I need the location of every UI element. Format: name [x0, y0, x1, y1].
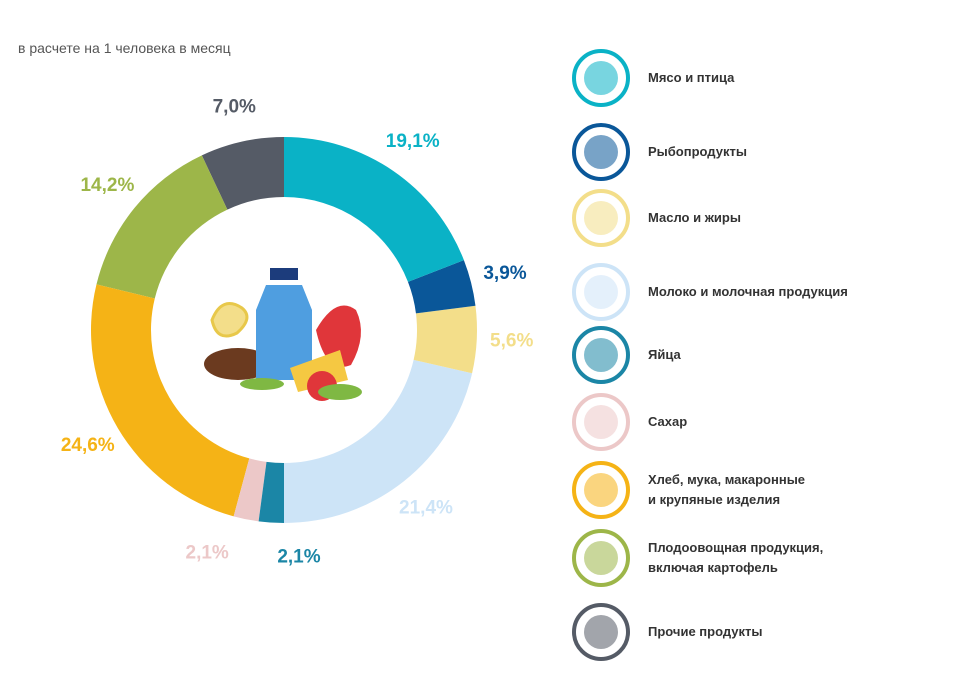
legend-icon-fill — [584, 338, 618, 372]
donut-segment — [407, 260, 476, 314]
legend-label: Хлеб, мука, макаронные и крупяные издели… — [648, 472, 806, 507]
value-label: 7,0% — [213, 97, 256, 118]
donut-segment — [96, 155, 228, 299]
value-label: 14,2% — [80, 175, 134, 196]
value-label: 3,9% — [483, 263, 526, 284]
legend-label: Прочие продукты — [648, 624, 763, 639]
legend-label: Рыбопродукты — [648, 144, 747, 159]
legend-icon-fill — [584, 275, 618, 309]
legend-icon-fill — [584, 473, 618, 507]
legend-icon-fill — [584, 405, 618, 439]
legend-icon-fill — [584, 615, 618, 649]
legend-label: Мясо и птица — [648, 70, 735, 85]
value-label: 21,4% — [399, 497, 453, 518]
donut-segment — [284, 359, 473, 523]
value-label: 5,6% — [490, 330, 533, 351]
legend-label: Плодоовощная продукция, включая картофел… — [648, 540, 824, 575]
legend-label: Сахар — [648, 414, 688, 429]
donut-segment — [233, 458, 267, 522]
value-label: 24,6% — [61, 435, 115, 456]
legend-icon-fill — [584, 541, 618, 575]
legend-label: Яйца — [648, 347, 681, 362]
donut-segment — [284, 137, 464, 282]
value-label: 2,1% — [277, 547, 320, 568]
legend-icon-fill — [584, 135, 618, 169]
donut-segment — [201, 137, 284, 210]
legend-icon-fill — [584, 201, 618, 235]
legend-label: Молоко и молочная продукция — [648, 284, 848, 299]
donut-segment — [90, 284, 250, 517]
legend-icon-fill — [584, 61, 618, 95]
center-illustration — [204, 268, 362, 401]
legend-label: Масло и жиры — [648, 210, 741, 225]
value-label: 2,1% — [186, 543, 229, 564]
donut-segment — [413, 305, 478, 374]
donut-segment — [258, 461, 284, 523]
value-label: 19,1% — [386, 131, 440, 152]
subtitle: в расчете на 1 человека в месяц — [18, 40, 231, 56]
